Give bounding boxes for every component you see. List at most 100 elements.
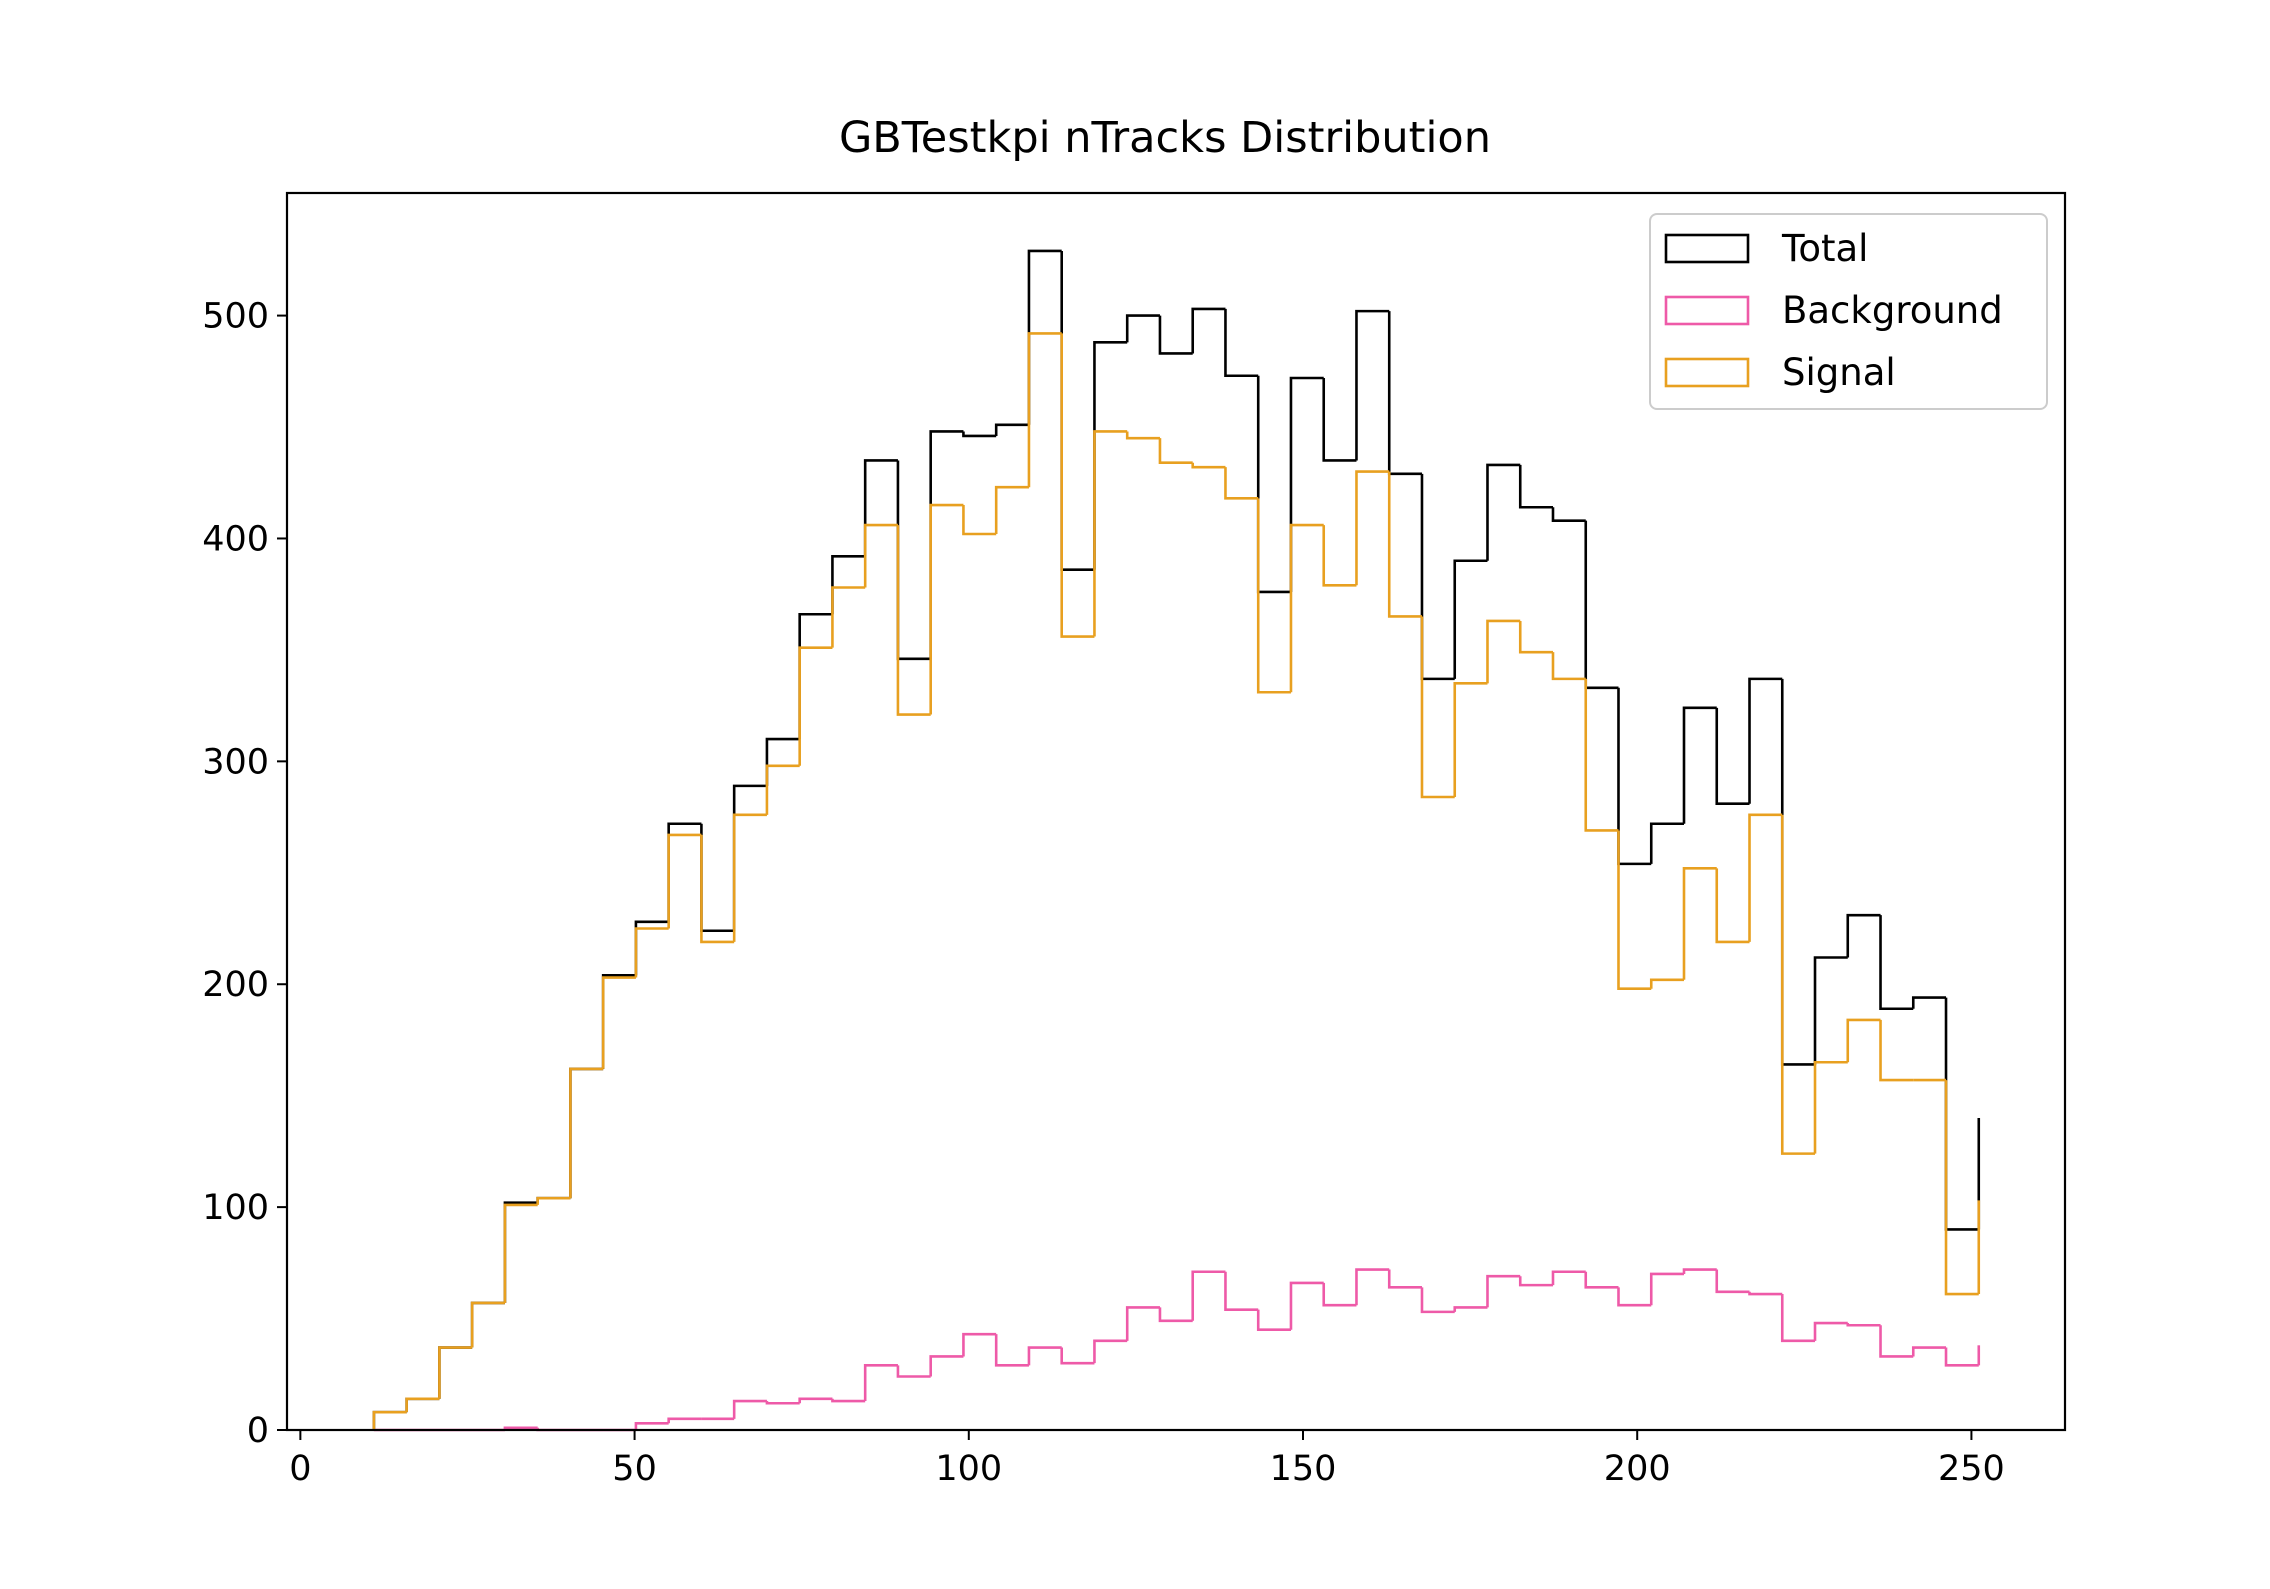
y-tick-label-100: 100 <box>202 1188 269 1228</box>
bin-signal-4 <box>503 1203 538 1303</box>
chart-title: GBTestkpi nTracks Distribution <box>839 113 1491 163</box>
bin-background-40 <box>1682 1268 1717 1274</box>
x-tick-label-0: 0 <box>289 1449 311 1489</box>
bin-total-23 <box>1125 314 1160 343</box>
bin-signal-42 <box>1748 813 1783 942</box>
bin-background-30 <box>1355 1268 1390 1306</box>
bin-total-44 <box>1813 956 1848 1065</box>
bin-background-29 <box>1322 1282 1357 1307</box>
bin-background-46 <box>1879 1325 1914 1358</box>
x-tick-label-150: 150 <box>1270 1449 1337 1489</box>
bin-signal-13 <box>798 646 833 766</box>
bin-background-23 <box>1125 1306 1160 1341</box>
bin-signal-0 <box>372 1410 407 1430</box>
y-tick-label-0: 0 <box>247 1411 269 1451</box>
bin-total-27 <box>1256 375 1291 594</box>
bin-signal-37 <box>1584 678 1619 832</box>
bin-background-38 <box>1617 1287 1652 1307</box>
bin-total-45 <box>1846 913 1881 958</box>
bin-background-13 <box>798 1397 833 1404</box>
bin-signal-45 <box>1846 1018 1881 1063</box>
bin-total-17 <box>929 430 964 659</box>
bin-background-28 <box>1289 1281 1324 1330</box>
series-background <box>373 1268 1981 1432</box>
bin-background-11 <box>732 1399 767 1419</box>
bin-background-21 <box>1060 1347 1095 1365</box>
bin-background-45 <box>1846 1323 1881 1327</box>
bin-signal-5 <box>536 1196 571 1205</box>
bin-signal-16 <box>896 525 931 716</box>
legend-swatch-total <box>1664 233 1750 264</box>
bin-total-30 <box>1355 309 1390 461</box>
bin-background-34 <box>1486 1274 1521 1308</box>
bin-total-6 <box>569 1067 604 1199</box>
x-tick-label-50: 50 <box>612 1449 657 1489</box>
y-tick-label-200: 200 <box>202 965 269 1005</box>
bin-background-25 <box>1191 1270 1226 1321</box>
bin-signal-29 <box>1322 525 1357 587</box>
bin-total-9 <box>667 822 702 922</box>
bin-signal-12 <box>765 764 800 815</box>
bin-signal-20 <box>1027 332 1062 488</box>
bin-total-28 <box>1289 376 1324 592</box>
bin-background-33 <box>1453 1306 1488 1312</box>
bin-background-43 <box>1780 1294 1816 1343</box>
bin-signal-9 <box>667 833 702 929</box>
bin-total-31 <box>1387 311 1422 476</box>
bin-total-18 <box>962 431 997 438</box>
bin-signal-33 <box>1453 682 1488 798</box>
bin-total-14 <box>831 555 866 615</box>
bin-total-47 <box>1911 996 1947 1009</box>
bin-total-39 <box>1649 822 1684 864</box>
bin-total-38 <box>1617 687 1652 866</box>
bin-total-1 <box>405 1397 440 1413</box>
bin-total-42 <box>1748 677 1783 804</box>
bin-background-8 <box>634 1422 669 1430</box>
bin-signal-10 <box>700 834 735 944</box>
bin-signal-14 <box>831 586 866 648</box>
bin-background-44 <box>1813 1321 1848 1341</box>
bin-signal-26 <box>1224 467 1259 500</box>
bin-signal-24 <box>1158 438 1193 464</box>
legend-label-total: Total <box>1781 227 1868 270</box>
bin-signal-41 <box>1715 868 1750 944</box>
bin-background-12 <box>765 1401 800 1405</box>
series-total <box>372 249 1981 1430</box>
bin-total-3 <box>470 1301 505 1348</box>
series-signal <box>372 332 1981 1430</box>
bin-signal-17 <box>929 503 964 715</box>
bin-signal-15 <box>863 523 898 588</box>
bin-background-42 <box>1748 1291 1783 1296</box>
bin-background-9 <box>667 1417 702 1424</box>
bin-background-31 <box>1387 1269 1422 1289</box>
bin-background-41 <box>1715 1269 1750 1294</box>
bin-signal-44 <box>1813 1060 1848 1154</box>
bin-total-22 <box>1093 341 1128 570</box>
bin-background-19 <box>994 1334 1029 1367</box>
bin-signal-21 <box>1060 333 1095 638</box>
bin-background-22 <box>1093 1339 1128 1364</box>
bin-signal-38 <box>1617 830 1652 990</box>
bin-total-32 <box>1420 473 1455 681</box>
bin-background-35 <box>1518 1276 1553 1287</box>
bin-signal-7 <box>601 976 636 1069</box>
bin-signal-11 <box>732 813 767 942</box>
bin-signal-18 <box>962 505 997 536</box>
legend: Total Background Signal <box>1649 213 2048 410</box>
bin-total-12 <box>765 737 800 786</box>
bin-signal-25 <box>1191 462 1226 469</box>
bin-background-37 <box>1584 1271 1619 1289</box>
x-tick-label-250: 250 <box>1938 1449 2005 1489</box>
bin-signal-39 <box>1649 978 1684 989</box>
bin-total-33 <box>1453 559 1488 679</box>
bin-signal-31 <box>1387 471 1422 618</box>
y-tick-label-300: 300 <box>202 742 269 782</box>
bin-total-40 <box>1682 706 1717 824</box>
bin-signal-6 <box>569 1067 604 1199</box>
x-tick-label-100: 100 <box>935 1449 1002 1489</box>
bin-signal-46 <box>1879 1019 1914 1082</box>
bin-background-14 <box>831 1398 866 1403</box>
bin-background-20 <box>1027 1346 1062 1366</box>
bin-signal-19 <box>994 485 1029 535</box>
